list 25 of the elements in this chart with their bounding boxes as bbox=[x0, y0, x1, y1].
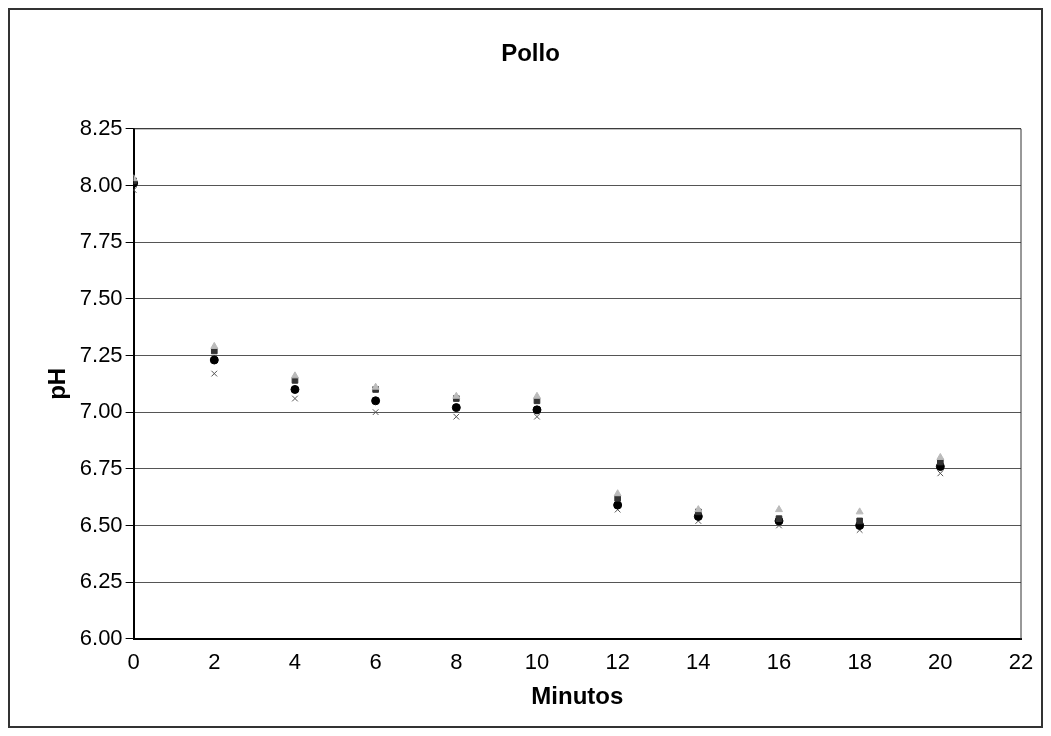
chart-title: Pollo bbox=[501, 39, 560, 67]
y-axis-title: pH bbox=[43, 367, 71, 400]
y-tick-label: 7.50 bbox=[79, 284, 123, 310]
y-tick-label: 7.75 bbox=[79, 228, 123, 254]
x-tick-label: 0 bbox=[127, 649, 140, 675]
x-axis-title: Minutos bbox=[531, 682, 624, 710]
y-tick-label: 6.50 bbox=[79, 511, 123, 537]
x-tick-label: 10 bbox=[524, 649, 550, 675]
y-tick-label: 8.00 bbox=[79, 171, 123, 197]
x-tick-label: 20 bbox=[928, 649, 953, 675]
x-tick-label: 2 bbox=[208, 649, 221, 675]
y-tick-label: 6.75 bbox=[79, 454, 123, 480]
x-tick-label: 12 bbox=[605, 649, 630, 675]
x-tick-label: 14 bbox=[686, 649, 711, 675]
y-tick-label: 7.25 bbox=[79, 341, 123, 367]
y-tick-label: 6.25 bbox=[79, 568, 123, 594]
x-tick-label: 8 bbox=[450, 649, 463, 675]
x-tick-label: 22 bbox=[1008, 649, 1034, 675]
x-tick-label: 18 bbox=[847, 649, 872, 675]
x-tick-label: 16 bbox=[766, 649, 792, 675]
y-tick-label: 8.25 bbox=[79, 114, 123, 140]
x-tick-label: 4 bbox=[288, 649, 302, 675]
x-tick-label: 6 bbox=[369, 649, 382, 675]
y-tick-label: 7.00 bbox=[79, 398, 123, 424]
y-tick-label: 6.00 bbox=[79, 624, 123, 650]
